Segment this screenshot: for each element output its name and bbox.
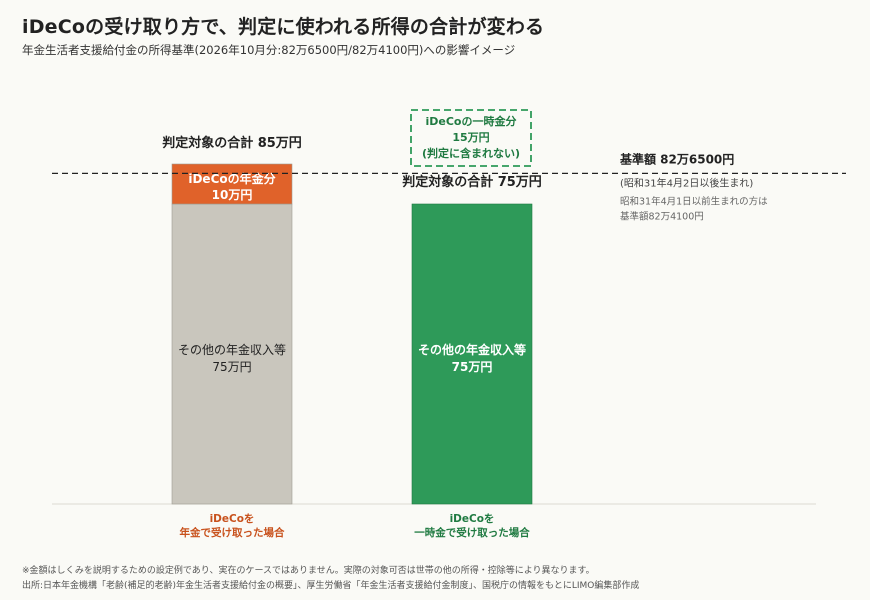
category-label: 年金で受け取った場合	[180, 526, 285, 539]
bar-total-label: 判定対象の合計 75万円	[402, 174, 542, 190]
chart-title: iDeCoの受け取り方で、判定に使われる所得の合計が変わる	[22, 16, 545, 38]
segment-label: その他の年金収入等	[178, 342, 286, 357]
segment-value-label: 75万円	[452, 360, 493, 374]
bar-segment	[171, 163, 293, 205]
threshold-note-older: 昭和31年4月1日以前生まれの方は	[620, 195, 768, 207]
excluded-label: iDeCoの一時金分	[426, 114, 517, 128]
segment-value-label: 10万円	[212, 188, 253, 202]
bar-segment	[171, 203, 293, 505]
category-label: 一時金で受け取った場合	[414, 526, 530, 539]
category-label: iDeCoを	[210, 513, 255, 525]
segment-label: その他の年金収入等	[418, 342, 526, 357]
threshold-label: 基準額 82万6500円	[619, 151, 734, 166]
footnote-disclaimer: ※金額はしくみを説明するための設定例であり、実在のケースではありません。実際の対…	[22, 566, 595, 576]
stacked-bar-chart: その他の年金収入等 75万円 iDeCoの年金分 10万円 判定対象の合計 85万円 iD…	[52, 109, 846, 539]
threshold-note: (昭和31年4月2日以後生まれ)	[620, 176, 753, 189]
threshold-note-older: 基準額82万4100円	[620, 210, 704, 222]
bar-total-label: 判定対象の合計 85万円	[162, 135, 302, 151]
category-label: iDeCoを	[450, 513, 495, 525]
excluded-value-label: 15万円	[452, 131, 489, 144]
footnote-source: 出所:日本年金機構「老齢(補足的老齢)年金生活者支援給付金の概要」、厚生労働省「…	[22, 581, 640, 591]
segment-label: iDeCoの年金分	[188, 171, 275, 186]
bar-segment	[411, 203, 533, 505]
segment-value-label: 75万円	[212, 360, 251, 374]
chart-subtitle: 年金生活者支援給付金の所得基準(2026年10月分:82万6500円/82万41…	[22, 43, 516, 57]
excluded-note-label: (判定に含まれない)	[422, 146, 520, 160]
excluded-lump-sum-box	[410, 109, 532, 167]
